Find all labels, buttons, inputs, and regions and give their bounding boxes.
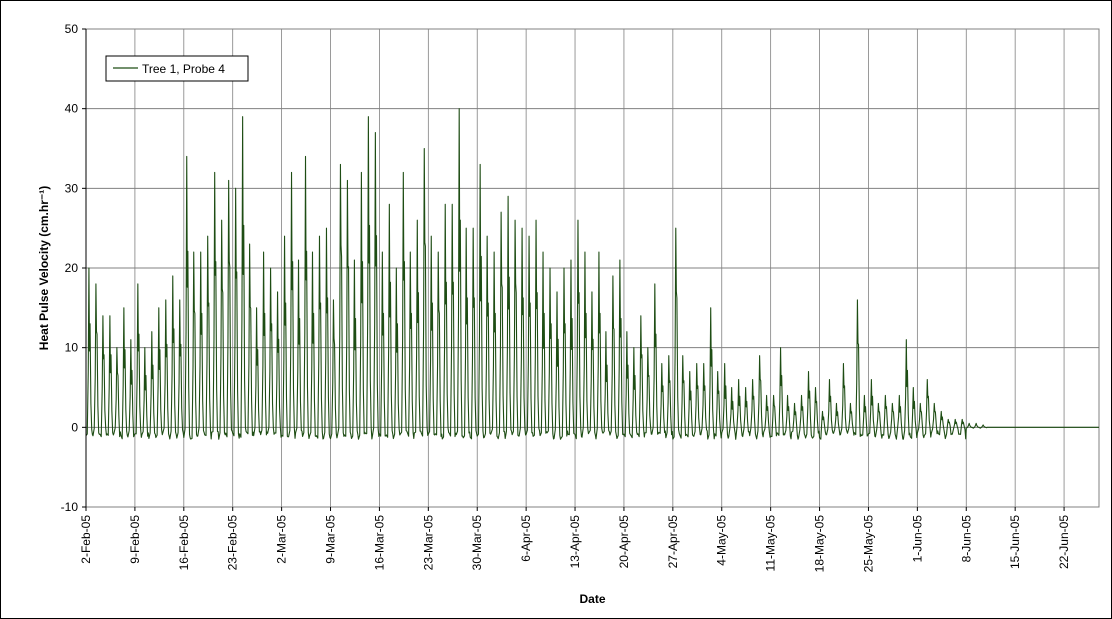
legend-label: Tree 1, Probe 4 bbox=[142, 62, 225, 76]
x-tick-label: 23-Mar-05 bbox=[421, 515, 435, 571]
y-axis-ticks: 50 40 30 20 10 0 -10 bbox=[61, 22, 87, 514]
x-tick-label: 2-Mar-05 bbox=[275, 515, 289, 564]
x-tick-label: 18-May-05 bbox=[813, 515, 827, 573]
x-tick-label: 25-May-05 bbox=[861, 515, 875, 573]
x-axis-ticks: 2-Feb-05 9-Feb-05 16-Feb-05 23-Feb-05 2-Mar-… bbox=[79, 507, 1071, 572]
legend: Tree 1, Probe 4 bbox=[105, 55, 249, 82]
x-tick-label: 6-Apr-05 bbox=[519, 515, 533, 562]
x-tick-label: 20-Apr-05 bbox=[617, 515, 631, 569]
y-tick-label: -10 bbox=[61, 500, 79, 514]
x-tick-label: 4-May-05 bbox=[715, 515, 729, 566]
x-tick-label: 16-Feb-05 bbox=[177, 515, 191, 571]
x-tick-label: 11-May-05 bbox=[764, 515, 778, 572]
x-tick-label: 15-Jun-05 bbox=[1008, 515, 1022, 569]
y-tick-label: 0 bbox=[71, 420, 78, 434]
x-tick-label: 16-Mar-05 bbox=[372, 515, 386, 571]
x-tick-label: 13-Apr-05 bbox=[568, 515, 582, 569]
x-axis-title: Date bbox=[579, 592, 605, 606]
x-tick-label: 1-Jun-05 bbox=[910, 515, 924, 563]
x-tick-label: 9-Feb-05 bbox=[128, 515, 142, 564]
x-tick-label: 23-Feb-05 bbox=[226, 515, 240, 571]
x-tick-label: 8-Jun-05 bbox=[959, 515, 973, 563]
x-tick-label: 9-Mar-05 bbox=[324, 515, 338, 564]
y-tick-label: 10 bbox=[65, 341, 79, 355]
x-tick-label: 27-Apr-05 bbox=[666, 515, 680, 569]
y-tick-label: 50 bbox=[65, 22, 79, 36]
y-tick-label: 40 bbox=[65, 102, 79, 116]
y-axis-title: Heat Pulse Velocity (cm.hr⁻¹) bbox=[37, 186, 51, 350]
x-tick-label: 30-Mar-05 bbox=[470, 515, 484, 571]
x-tick-label: 2-Feb-05 bbox=[79, 515, 93, 564]
x-tick-label: 22-Jun-05 bbox=[1057, 515, 1071, 569]
y-tick-label: 20 bbox=[65, 261, 79, 275]
series-line-tree-1-probe-4 bbox=[85, 108, 1099, 440]
series-group bbox=[85, 108, 1099, 440]
y-tick-label: 30 bbox=[65, 181, 79, 195]
